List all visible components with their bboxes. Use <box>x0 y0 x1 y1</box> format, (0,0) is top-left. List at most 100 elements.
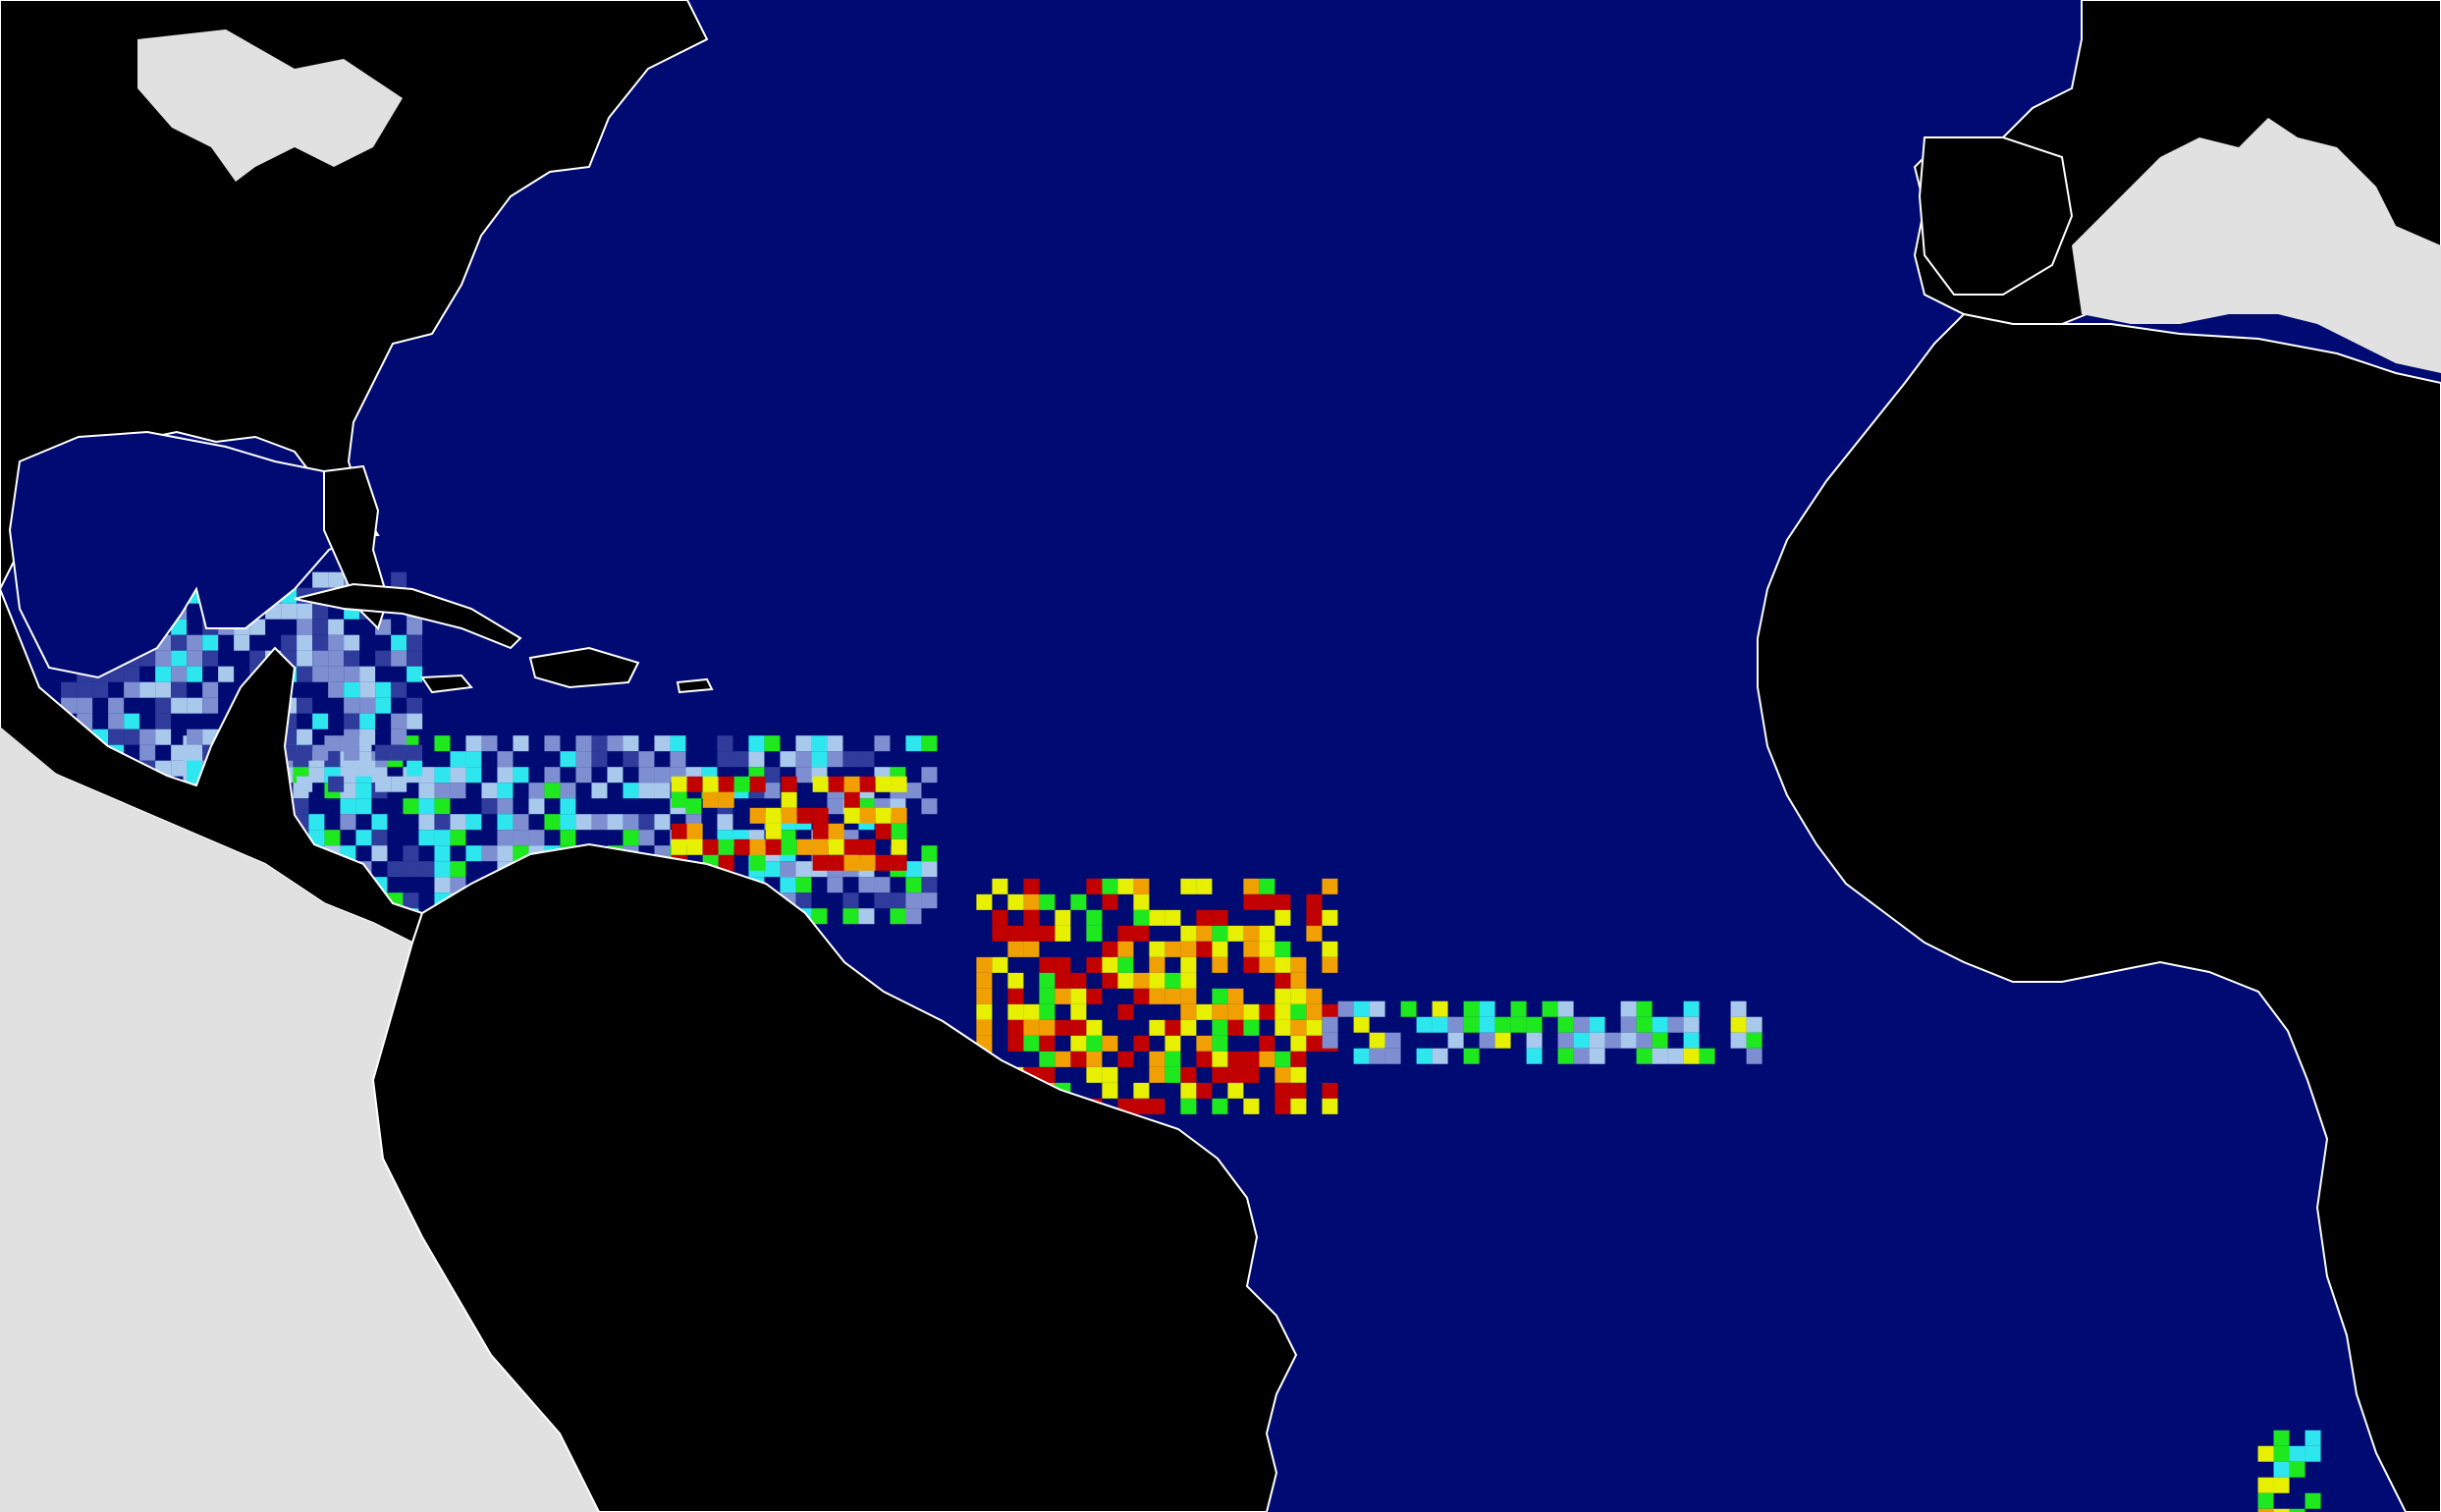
density-cell <box>359 666 376 682</box>
density-cell <box>1683 1032 1700 1049</box>
density-cell <box>171 760 188 777</box>
density-cell <box>1196 1082 1213 1099</box>
density-cell <box>1149 941 1166 957</box>
pacific-masked <box>0 727 599 1512</box>
density-cell <box>1589 1048 1605 1064</box>
density-cell <box>1620 1000 1637 1017</box>
density-cell <box>124 713 140 729</box>
density-cell <box>671 791 687 808</box>
density-cell <box>1416 1016 1433 1033</box>
density-cell <box>2257 1445 2274 1462</box>
density-cell <box>921 877 938 893</box>
density-cell <box>654 783 671 799</box>
density-cell <box>391 776 407 792</box>
density-cell <box>77 697 93 714</box>
density-cell <box>1275 1051 1291 1067</box>
density-cell <box>717 751 733 768</box>
density-cell <box>654 767 671 783</box>
density-cell <box>124 729 140 745</box>
density-cell <box>1102 1035 1118 1052</box>
density-cell <box>1039 1019 1056 1036</box>
density-cell <box>1400 1000 1417 1017</box>
density-cell <box>418 814 435 831</box>
density-cell <box>1306 1003 1323 1020</box>
density-cell <box>1573 1048 1590 1064</box>
density-cell <box>1416 1048 1433 1064</box>
density-cell <box>1337 1000 1354 1017</box>
density-cell <box>1023 1019 1040 1036</box>
density-cell <box>1275 1003 1291 1020</box>
density-cell <box>1322 1003 1338 1020</box>
density-cell <box>686 823 703 839</box>
density-cell <box>328 571 345 588</box>
density-cell <box>1070 1035 1087 1052</box>
density-cell <box>702 838 719 855</box>
density-cell <box>780 877 796 893</box>
density-cell <box>1086 1066 1103 1083</box>
density-cell <box>355 783 372 799</box>
density-cell <box>1306 893 1323 910</box>
density-cell <box>1275 956 1291 973</box>
density-cell <box>812 854 829 871</box>
density-cell <box>623 830 639 846</box>
density-cell <box>1322 909 1338 926</box>
density-cell <box>921 767 938 783</box>
density-cell <box>812 823 829 839</box>
density-cell <box>1039 956 1056 973</box>
density-cell <box>465 814 482 831</box>
density-cell <box>905 908 922 925</box>
density-cell <box>407 666 423 682</box>
density-cell <box>1212 1003 1228 1020</box>
density-cell <box>328 619 345 635</box>
density-cell <box>171 650 188 667</box>
density-cell <box>1070 893 1087 910</box>
density-cell <box>1007 893 1024 910</box>
density-cell <box>875 807 892 824</box>
density-cell <box>1290 1082 1307 1099</box>
density-cell <box>718 776 734 792</box>
density-cell <box>1023 893 1040 910</box>
density-cell <box>1149 1066 1166 1083</box>
density-cell <box>1180 1019 1197 1036</box>
density-cell <box>842 908 859 925</box>
density-cell <box>781 791 797 808</box>
density-cell <box>1526 1048 1543 1064</box>
density-cell <box>1306 988 1323 1004</box>
density-cell <box>2273 1430 2290 1446</box>
density-cell <box>749 854 766 871</box>
density-cell <box>324 830 341 846</box>
density-cell <box>1133 893 1150 910</box>
density-cell <box>1526 1016 1543 1033</box>
density-cell <box>1212 1019 1228 1036</box>
density-cell <box>418 767 435 783</box>
density-cell <box>171 744 188 761</box>
density-cell <box>1102 1082 1118 1099</box>
density-cell <box>1196 925 1213 942</box>
density-cell <box>1212 941 1228 957</box>
density-cell <box>1353 1048 1370 1064</box>
density-cell <box>465 767 482 783</box>
density-cell <box>434 877 451 893</box>
density-cell <box>403 798 419 815</box>
density-cell <box>1039 988 1056 1004</box>
density-cell <box>827 751 843 768</box>
density-cell <box>1636 1016 1653 1033</box>
density-cell <box>202 697 219 714</box>
density-cell <box>513 830 529 846</box>
density-cell <box>827 735 843 752</box>
density-cell <box>1086 1051 1103 1067</box>
density-cell <box>1243 878 1260 894</box>
density-cell <box>171 681 188 698</box>
density-cell <box>921 892 938 909</box>
density-cell <box>891 838 907 855</box>
density-cell <box>340 783 356 799</box>
density-cell <box>371 830 388 846</box>
density-cell <box>2305 1430 2321 1446</box>
density-cell <box>843 854 860 871</box>
density-cell <box>544 767 561 783</box>
density-cell <box>308 767 325 783</box>
density-cell <box>1117 941 1134 957</box>
density-cell <box>450 767 466 783</box>
density-cell <box>1102 893 1118 910</box>
